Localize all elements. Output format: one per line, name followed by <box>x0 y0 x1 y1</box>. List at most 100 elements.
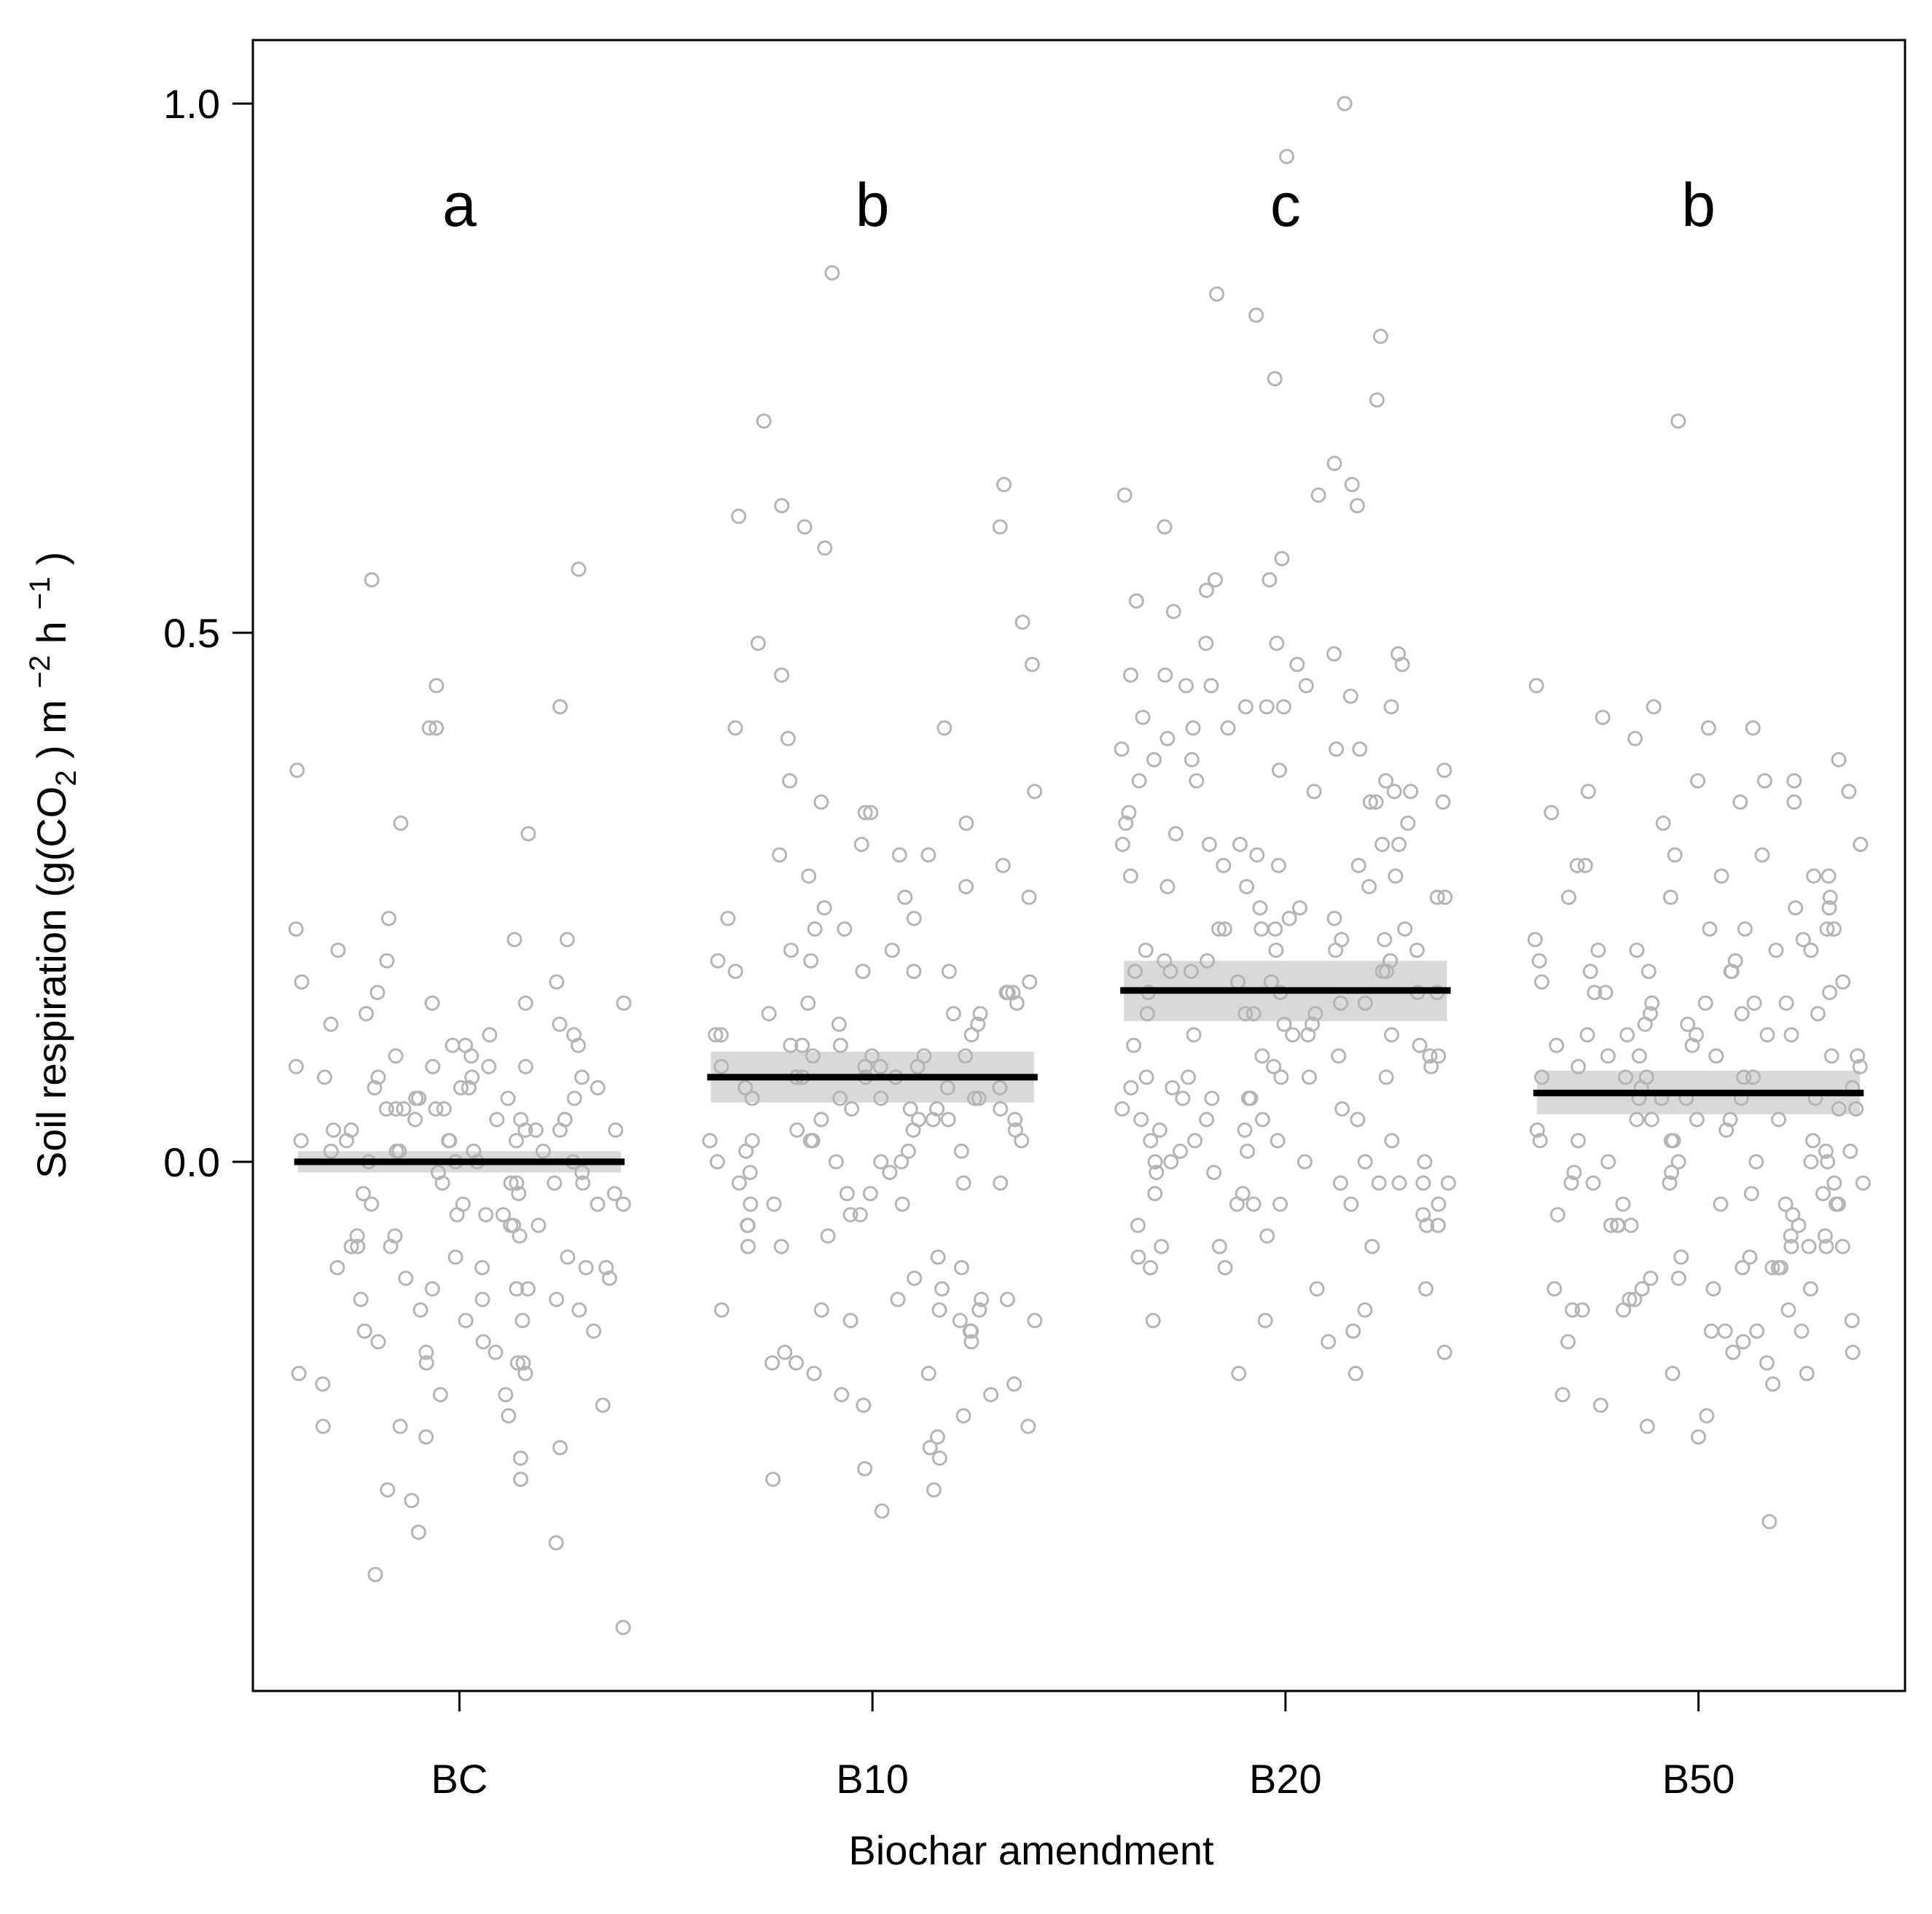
point-b10 <box>731 1175 747 1191</box>
point-b10 <box>803 953 819 969</box>
point-b50 <box>1702 921 1718 937</box>
point-b20 <box>1272 762 1287 778</box>
point-b20 <box>1391 646 1407 662</box>
point-bc <box>330 942 346 958</box>
point-b50 <box>1748 1154 1764 1170</box>
point-b10 <box>764 1355 781 1371</box>
point-b10 <box>925 1112 941 1128</box>
point-b50 <box>1585 1175 1601 1191</box>
point-b20 <box>1412 1037 1428 1053</box>
y-label-sup1: −2 <box>24 655 56 689</box>
point-bc <box>513 1472 528 1488</box>
point-bc <box>590 1196 606 1212</box>
point-b50 <box>1574 1302 1590 1318</box>
point-b50 <box>1785 1207 1801 1223</box>
point-b20 <box>1391 1175 1407 1191</box>
point-bc <box>288 921 304 937</box>
point-b20 <box>1157 667 1173 683</box>
point-b20 <box>1135 709 1151 725</box>
point-b10 <box>1020 1418 1036 1434</box>
point-b50 <box>1665 1133 1681 1149</box>
point-bc <box>453 1079 469 1095</box>
point-b50 <box>1600 1048 1616 1064</box>
point-b20 <box>1332 1175 1348 1191</box>
point-b20 <box>1331 1048 1347 1064</box>
point-b50 <box>1566 1165 1582 1181</box>
point-b50 <box>1831 751 1847 767</box>
point-bc <box>293 1133 309 1149</box>
point-b50 <box>1801 1238 1817 1254</box>
point-b10 <box>780 730 796 746</box>
point-bc <box>388 1144 404 1159</box>
point-b10 <box>992 519 1008 535</box>
point-b10 <box>863 805 879 821</box>
point-b50 <box>1759 1027 1775 1043</box>
point-b20 <box>1267 921 1283 937</box>
point-b50 <box>1638 1069 1654 1085</box>
y-tick-label: 0.0 <box>163 1139 220 1185</box>
point-b20 <box>1388 868 1404 884</box>
point-b10 <box>873 1154 889 1170</box>
point-bc <box>369 985 386 1001</box>
point-b10 <box>853 837 869 852</box>
point-b10 <box>783 942 799 958</box>
point-b20 <box>1302 1069 1317 1085</box>
point-bc <box>482 1027 498 1043</box>
point-b50 <box>1670 413 1686 429</box>
point-b50 <box>1618 1069 1634 1085</box>
point-bc <box>289 762 305 778</box>
point-bc <box>481 1058 497 1074</box>
point-bc <box>552 1122 568 1138</box>
x-tick-label: B50 <box>1662 1756 1735 1802</box>
point-b50 <box>1842 1144 1858 1159</box>
point-bc <box>488 1344 504 1360</box>
point-bc <box>288 1058 304 1074</box>
point-b20 <box>1245 1006 1262 1022</box>
point-b10 <box>806 1365 822 1381</box>
point-b50 <box>1778 995 1794 1011</box>
point-b20 <box>1198 636 1214 652</box>
point-b20 <box>1431 1048 1447 1064</box>
point-bc <box>396 1101 412 1117</box>
point-bc <box>552 699 568 715</box>
point-b10 <box>955 1175 971 1191</box>
point-b10 <box>708 1027 724 1043</box>
point-b50 <box>1643 1006 1658 1022</box>
point-bc <box>520 1281 536 1297</box>
point-b20 <box>1334 1101 1350 1117</box>
point-b50 <box>1732 794 1748 810</box>
point-bc <box>367 1566 383 1582</box>
point-bc <box>528 1122 544 1138</box>
point-b20 <box>1231 1365 1247 1381</box>
point-bc <box>548 1535 564 1551</box>
point-bc <box>356 1323 372 1339</box>
point-b20 <box>1173 1144 1188 1159</box>
point-b20 <box>1138 942 1154 958</box>
point-b10 <box>731 508 747 524</box>
point-b50 <box>1664 1165 1680 1181</box>
point-bc <box>461 1079 477 1095</box>
point-b20 <box>1232 837 1248 852</box>
point-b20 <box>1384 1133 1400 1149</box>
point-b10 <box>813 794 829 810</box>
point-bc <box>355 1186 371 1202</box>
point-bc <box>464 1069 480 1085</box>
point-b10 <box>963 1334 979 1350</box>
point-b50 <box>1770 1259 1786 1276</box>
point-b10 <box>995 858 1011 873</box>
point-b50 <box>1746 995 1762 1011</box>
point-bc <box>349 1228 365 1244</box>
point-b50 <box>1783 1238 1799 1254</box>
point-bc <box>552 1440 568 1456</box>
point-b20 <box>1386 784 1402 800</box>
y-label-prefix: Soil respiration (g(CO <box>28 786 74 1179</box>
point-b10 <box>766 1196 782 1212</box>
point-bc <box>511 1186 527 1202</box>
point-b20 <box>1208 572 1223 587</box>
y-label-sup2: −1 <box>24 577 56 610</box>
point-bc <box>512 1228 528 1244</box>
point-bc <box>501 1408 517 1423</box>
point-b10 <box>756 413 772 429</box>
point-b10 <box>1027 784 1043 800</box>
point-bc <box>509 1281 525 1297</box>
